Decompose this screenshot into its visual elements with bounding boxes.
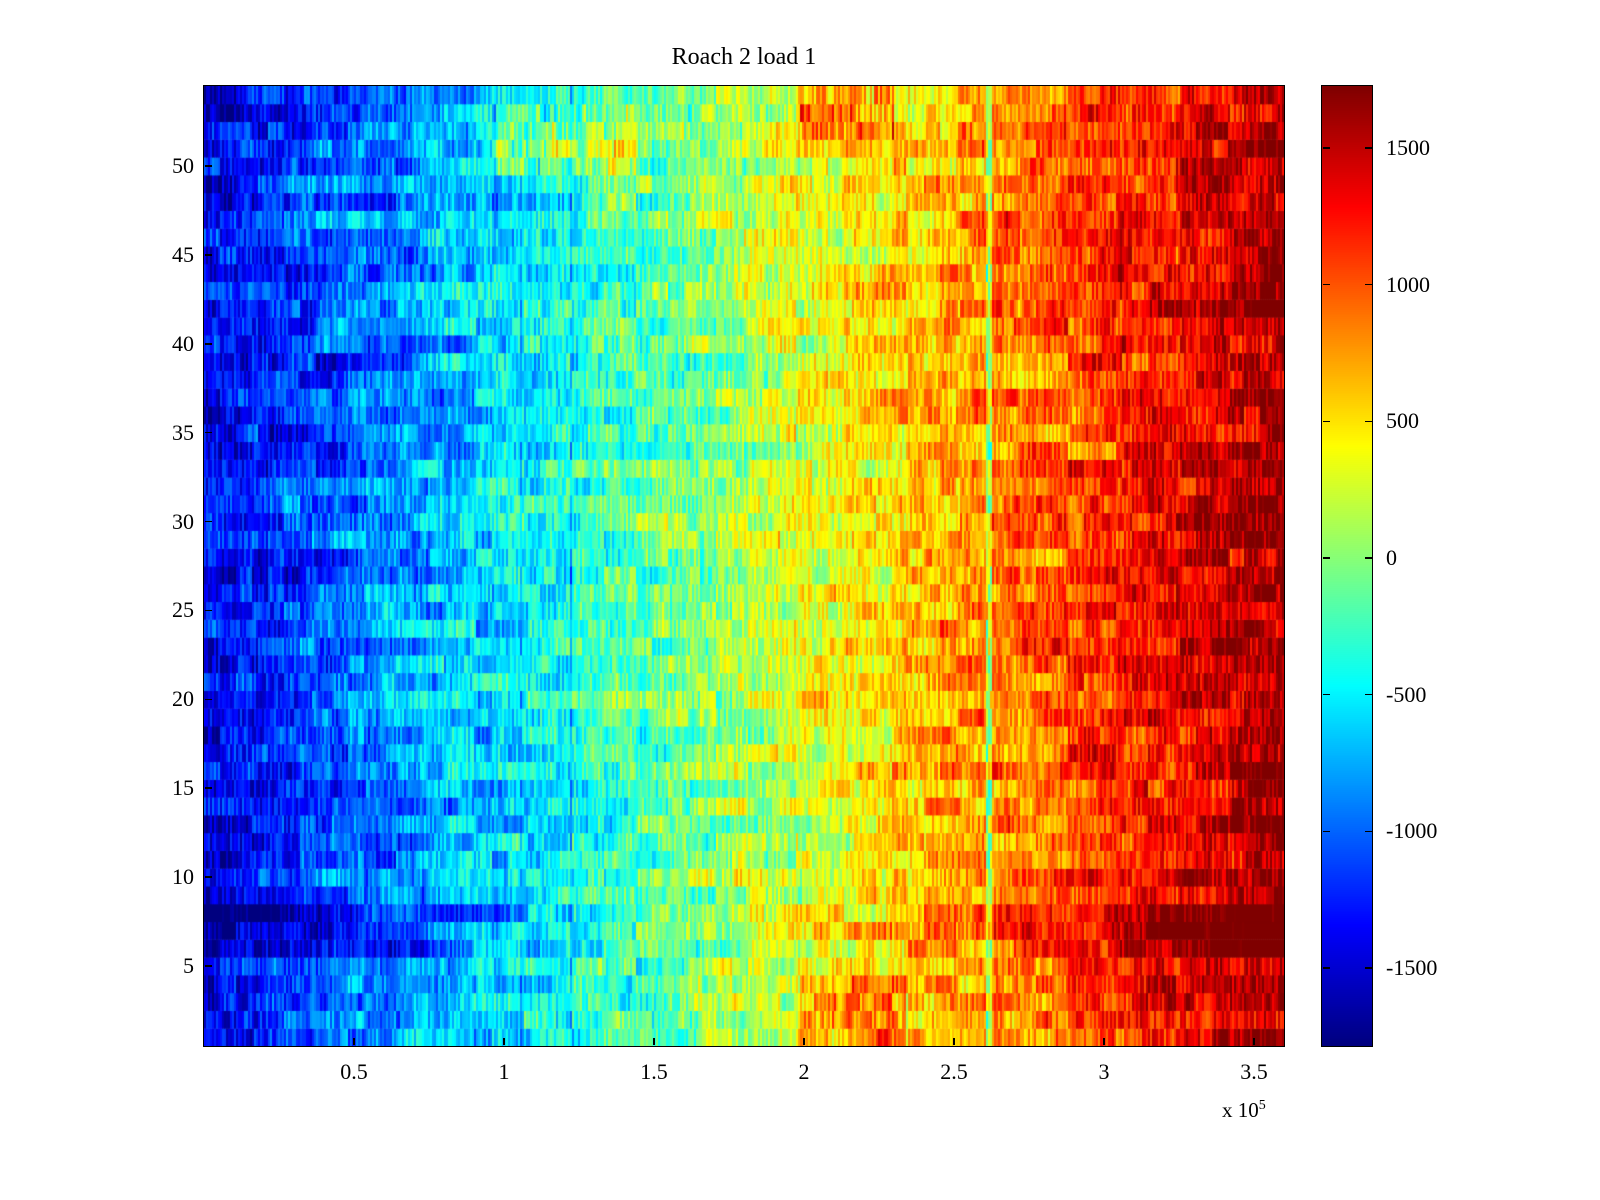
colorbar-tick-mark [1365, 420, 1372, 423]
colorbar-tick-label: -500 [1386, 681, 1427, 707]
y-tick-label: 30 [172, 508, 194, 534]
colorbar-tick-mark [1365, 693, 1372, 696]
colorbar-tick-mark [1365, 830, 1372, 833]
colorbar-tick-mark [1365, 967, 1372, 969]
x-tick-label: 3.5 [1240, 1059, 1268, 1084]
colorbar-tick-mark [1323, 967, 1330, 969]
colorbar-tick-label: 1500 [1386, 135, 1430, 161]
y-tick-label: 40 [172, 330, 194, 356]
x-tick-mark [803, 1038, 805, 1045]
y-tick-mark [205, 787, 212, 789]
x-axis-exponent: x 105 [1222, 1098, 1266, 1123]
x-tick-label: 2.5 [940, 1059, 968, 1084]
y-tick-mark [205, 965, 212, 967]
x-tick-mark [353, 1038, 355, 1045]
colorbar-tick-mark [1323, 693, 1330, 696]
x-tick-mark [1253, 1038, 1255, 1045]
y-tick-label: 5 [183, 953, 194, 978]
x-tick-label: 3 [1098, 1059, 1110, 1084]
x-tick-mark [1103, 1038, 1105, 1045]
colorbar-canvas [1321, 85, 1373, 1047]
y-tick-label: 15 [172, 775, 194, 801]
colorbar-tick-label: 0 [1386, 545, 1397, 571]
y-tick-mark [205, 698, 212, 701]
x-tick-mark [653, 1038, 655, 1045]
colorbar-tick-mark [1323, 283, 1330, 286]
x-tick-mark [503, 1038, 505, 1045]
colorbar-tick-label: -1000 [1386, 818, 1438, 844]
x-tick-label: 2 [798, 1059, 810, 1084]
y-tick-label: 10 [172, 864, 194, 890]
y-tick-label: 50 [172, 153, 194, 178]
x-axis-exponent-power: 5 [1258, 1098, 1266, 1113]
x-tick-label: 0.5 [340, 1059, 368, 1084]
y-tick-mark [205, 609, 212, 612]
x-tick-label: 1.5 [640, 1059, 668, 1084]
y-tick-mark [205, 876, 212, 878]
colorbar-tick-mark [1365, 557, 1372, 559]
y-tick-mark [205, 431, 212, 434]
colorbar-tick-mark [1323, 830, 1330, 833]
chart-title: Roach 2 load 1 [671, 44, 817, 70]
colorbar-tick-mark [1323, 420, 1330, 423]
y-tick-label: 35 [172, 419, 194, 445]
y-tick-mark [205, 520, 212, 523]
y-tick-mark [205, 165, 212, 167]
y-tick-mark [205, 343, 212, 345]
heatmap-canvas [203, 85, 1285, 1047]
colorbar-tick-mark [1323, 147, 1330, 149]
y-tick-label: 20 [172, 686, 194, 712]
y-tick-mark [205, 254, 212, 256]
colorbar-tick-mark [1323, 557, 1330, 559]
colorbar-tick-label: -1500 [1386, 955, 1438, 981]
colorbar-tick-mark [1365, 147, 1372, 149]
x-axis-exponent-prefix: x 10 [1222, 1098, 1259, 1122]
x-tick-label: 1 [498, 1059, 510, 1084]
colorbar-tick-label: 500 [1386, 408, 1419, 434]
x-tick-mark [953, 1038, 955, 1045]
colorbar-tick-mark [1365, 283, 1372, 286]
colorbar-tick-label: 1000 [1386, 271, 1430, 297]
y-tick-label: 45 [172, 241, 194, 267]
y-tick-label: 25 [172, 597, 194, 623]
